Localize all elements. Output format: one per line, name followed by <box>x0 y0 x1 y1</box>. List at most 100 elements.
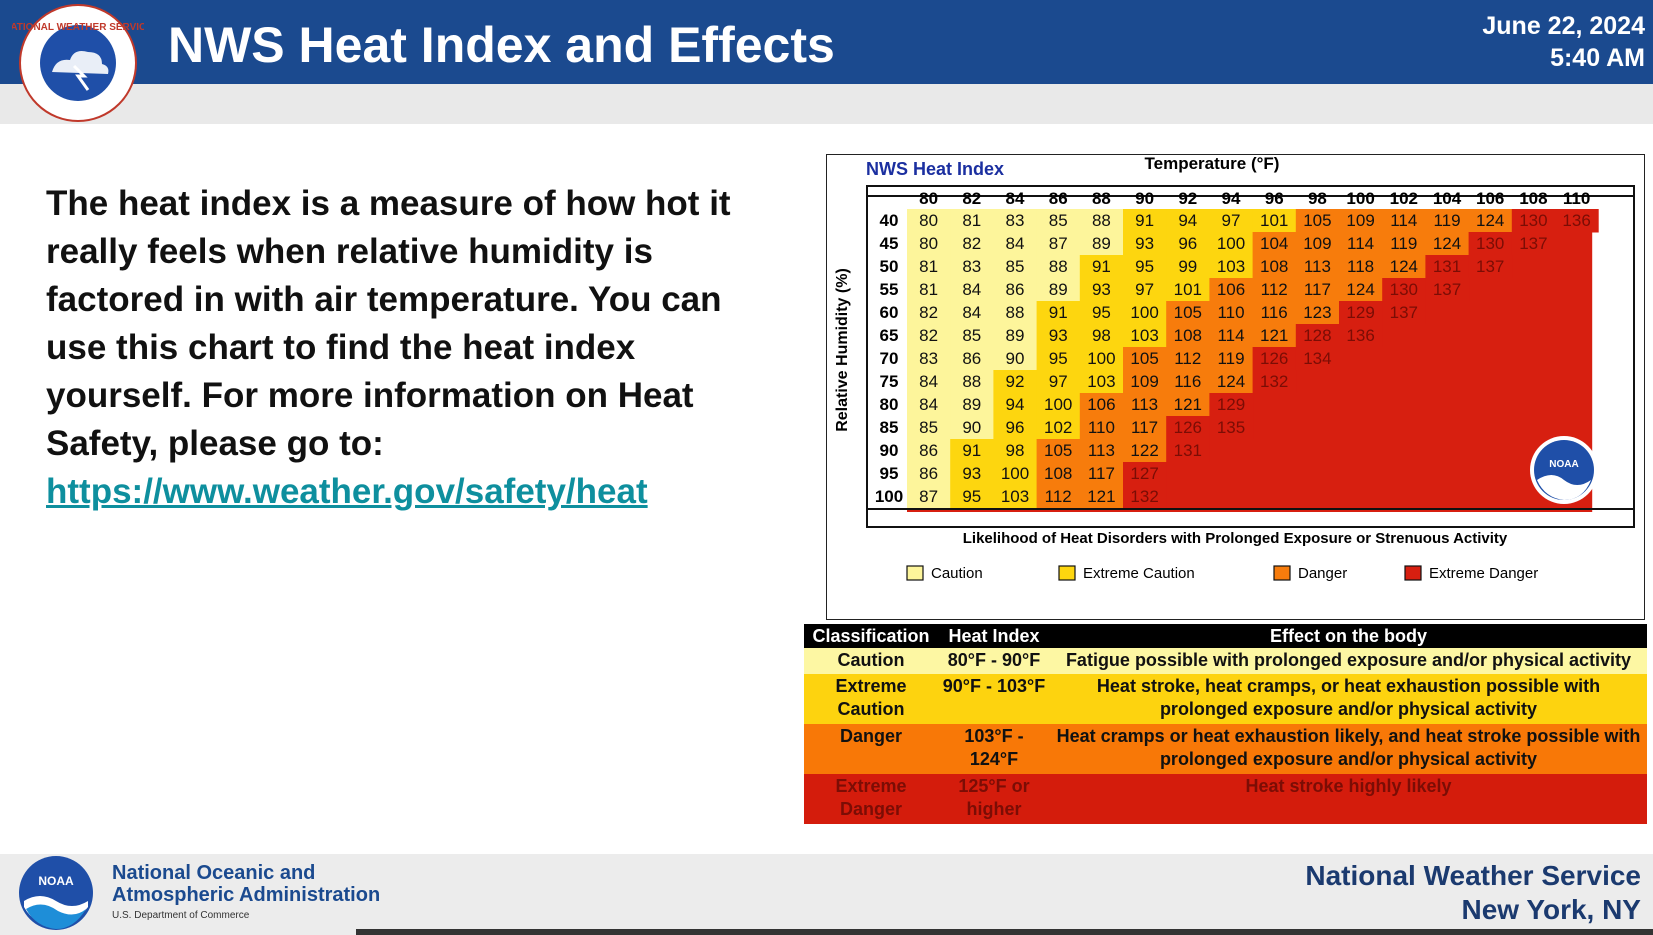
heat-cell <box>1252 232 1297 256</box>
classification-row-extreme-caution: Extreme Caution 90°F - 103°F Heat stroke… <box>804 674 1647 724</box>
heat-cell <box>993 255 1038 279</box>
heat-cell <box>1079 278 1124 302</box>
heat-cell <box>950 462 994 486</box>
rh-tick-label: 50 <box>880 257 899 276</box>
heat-cell-value: 103 <box>1217 257 1245 276</box>
legend-swatch <box>1058 565 1076 581</box>
heat-cell <box>907 485 951 509</box>
heat-cell <box>1209 370 1254 394</box>
class-range: 90°F - 103°F <box>938 674 1050 724</box>
class-effect: Heat stroke highly likely <box>1050 774 1647 824</box>
heat-cell <box>1252 301 1297 325</box>
class-name: Caution <box>804 648 938 674</box>
heat-cell-value: 95 <box>1092 303 1111 322</box>
col-effect: Effect on the body <box>1050 624 1647 648</box>
heat-cell <box>1252 370 1297 394</box>
heat-cell-value: 112 <box>1174 349 1201 368</box>
heat-cell <box>993 209 1038 233</box>
heat-cell <box>907 209 951 233</box>
heat-cell-value: 117 <box>1088 464 1115 483</box>
heat-cell-value: 106 <box>1087 395 1115 414</box>
heat-cell-value: 81 <box>919 257 938 276</box>
heat-cell-value: 96 <box>1178 234 1197 253</box>
heat-cell <box>1079 370 1124 394</box>
heat-cell <box>1123 393 1167 417</box>
temp-tick-label: 98 <box>1308 189 1327 208</box>
heat-cell-value: 109 <box>1303 234 1331 253</box>
heat-cell-value: 93 <box>1135 234 1154 253</box>
temp-tick-label: 104 <box>1433 189 1462 208</box>
header-bar <box>0 0 1653 84</box>
heat-cell <box>1166 370 1210 394</box>
heat-cell-value: 86 <box>919 441 938 460</box>
noaa-dept: U.S. Department of Commerce <box>112 910 250 921</box>
heat-cell-value: 108 <box>1260 257 1288 276</box>
heat-cell-value: 80 <box>919 234 938 253</box>
heat-cell-value: 113 <box>1304 257 1331 276</box>
heat-cell-value: 114 <box>1217 326 1244 345</box>
heat-cell <box>1036 393 1081 417</box>
heat-cell <box>1252 324 1297 348</box>
rh-tick-label: 55 <box>880 280 899 299</box>
heat-cell <box>1166 416 1210 440</box>
heat-cell <box>1209 278 1254 302</box>
heat-cell-value: 88 <box>1006 303 1025 322</box>
heat-cell-value: 88 <box>1092 211 1111 230</box>
legend-swatch <box>1404 565 1422 581</box>
heat-cell <box>1123 485 1167 509</box>
heat-cell-value: 114 <box>1390 211 1417 230</box>
heat-cell-value: 108 <box>1044 464 1072 483</box>
heat-cell <box>993 462 1038 486</box>
heat-cell-value: 93 <box>1049 326 1068 345</box>
rh-tick-label: 75 <box>880 372 899 391</box>
heat-cell-value: 119 <box>1390 234 1417 253</box>
classification-row-danger: Danger 103°F - 124°F Heat cramps or heat… <box>804 724 1647 774</box>
heat-safety-link[interactable]: https://www.weather.gov/safety/heat <box>46 472 648 511</box>
heat-cell-value: 105 <box>1044 441 1072 460</box>
heat-cell <box>1166 301 1210 325</box>
heat-cell-value: 130 <box>1390 280 1418 299</box>
temp-tick-label: 100 <box>1346 189 1374 208</box>
heat-cell-value: 129 <box>1346 303 1374 322</box>
temp-tick-label: 90 <box>1135 189 1154 208</box>
heat-cell-value: 99 <box>1178 257 1197 276</box>
heat-cell-value: 83 <box>962 257 981 276</box>
heat-cell <box>993 232 1038 256</box>
heat-cell-value: 92 <box>1006 372 1025 391</box>
heat-cell <box>1339 324 1383 348</box>
heat-index-svg: 80 81 83 85 88 91 94 97 101 105 109 114 119 124 130 136… <box>834 155 1635 582</box>
heat-cell-value: 124 <box>1433 234 1461 253</box>
col-heat-index: Heat Index <box>938 624 1050 648</box>
heat-cell-value: 84 <box>919 372 938 391</box>
heat-cell <box>1036 416 1081 440</box>
class-range: 125°F or higher <box>938 774 1050 824</box>
heat-cell-value: 137 <box>1390 303 1418 322</box>
heat-cell-value: 127 <box>1130 464 1158 483</box>
classification-table: Classification Heat Index Effect on the … <box>804 624 1647 824</box>
heat-cell <box>1123 209 1167 233</box>
heat-cell <box>1339 301 1383 325</box>
temp-tick-label: 86 <box>1049 189 1068 208</box>
heat-cell-value: 134 <box>1303 349 1331 368</box>
heat-cell <box>993 278 1038 302</box>
heat-cell-value: 110 <box>1088 418 1115 437</box>
heat-cell-value: 87 <box>1049 234 1068 253</box>
temp-tick-label: 102 <box>1390 189 1418 208</box>
heat-cell <box>1382 301 1426 325</box>
heat-cell-value: 131 <box>1433 257 1461 276</box>
heat-cell <box>1123 347 1167 371</box>
heat-cell-value: 85 <box>1006 257 1025 276</box>
heat-cell <box>1511 209 1556 233</box>
heat-cell-value: 97 <box>1049 372 1068 391</box>
heat-cell-value: 97 <box>1222 211 1241 230</box>
temp-tick-label: 88 <box>1092 189 1111 208</box>
heat-cell <box>1339 232 1383 256</box>
heat-cell-value: 85 <box>962 326 981 345</box>
class-range: 80°F - 90°F <box>938 648 1050 674</box>
heat-cell-value: 130 <box>1519 211 1547 230</box>
heat-cell-value: 137 <box>1476 257 1504 276</box>
classification-row-caution: Caution 80°F - 90°F Fatigue possible wit… <box>804 648 1647 674</box>
heat-cell <box>993 324 1038 348</box>
heat-cell <box>950 209 994 233</box>
heat-cell-value: 90 <box>962 418 981 437</box>
